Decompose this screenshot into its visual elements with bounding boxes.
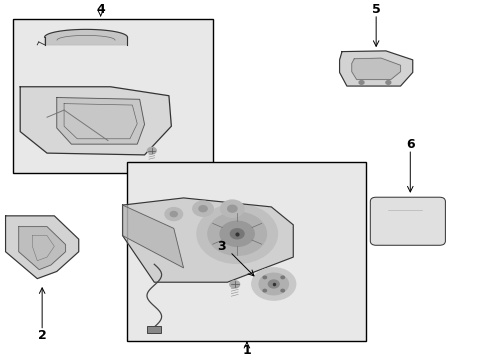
Ellipse shape	[147, 147, 156, 154]
Text: 5: 5	[371, 3, 380, 16]
Ellipse shape	[164, 208, 182, 221]
Polygon shape	[20, 87, 171, 155]
Polygon shape	[122, 198, 293, 282]
Ellipse shape	[281, 276, 284, 279]
Ellipse shape	[268, 280, 279, 288]
Bar	[127, 162, 366, 341]
Ellipse shape	[199, 206, 207, 212]
Ellipse shape	[263, 276, 266, 279]
Ellipse shape	[220, 200, 244, 217]
Polygon shape	[5, 216, 79, 279]
Polygon shape	[57, 98, 144, 144]
Polygon shape	[351, 58, 400, 80]
Ellipse shape	[192, 201, 213, 216]
Text: 3: 3	[217, 240, 225, 253]
Text: 1: 1	[242, 344, 251, 357]
Polygon shape	[339, 51, 412, 86]
FancyBboxPatch shape	[369, 197, 445, 245]
Text: 6: 6	[405, 138, 414, 150]
Bar	[147, 326, 161, 333]
Text: 2: 2	[38, 329, 46, 342]
Ellipse shape	[229, 281, 239, 288]
Ellipse shape	[197, 204, 277, 264]
Text: 4: 4	[96, 3, 105, 16]
Ellipse shape	[251, 268, 295, 300]
Bar	[13, 19, 212, 173]
Ellipse shape	[358, 81, 363, 84]
Polygon shape	[19, 226, 65, 270]
Ellipse shape	[385, 81, 390, 84]
Ellipse shape	[263, 289, 266, 292]
Ellipse shape	[207, 212, 266, 255]
Polygon shape	[44, 30, 127, 45]
Ellipse shape	[259, 273, 288, 295]
Ellipse shape	[227, 205, 237, 212]
Ellipse shape	[281, 289, 284, 292]
Ellipse shape	[230, 229, 244, 239]
Ellipse shape	[220, 221, 254, 246]
Ellipse shape	[170, 211, 177, 217]
Polygon shape	[122, 205, 183, 268]
